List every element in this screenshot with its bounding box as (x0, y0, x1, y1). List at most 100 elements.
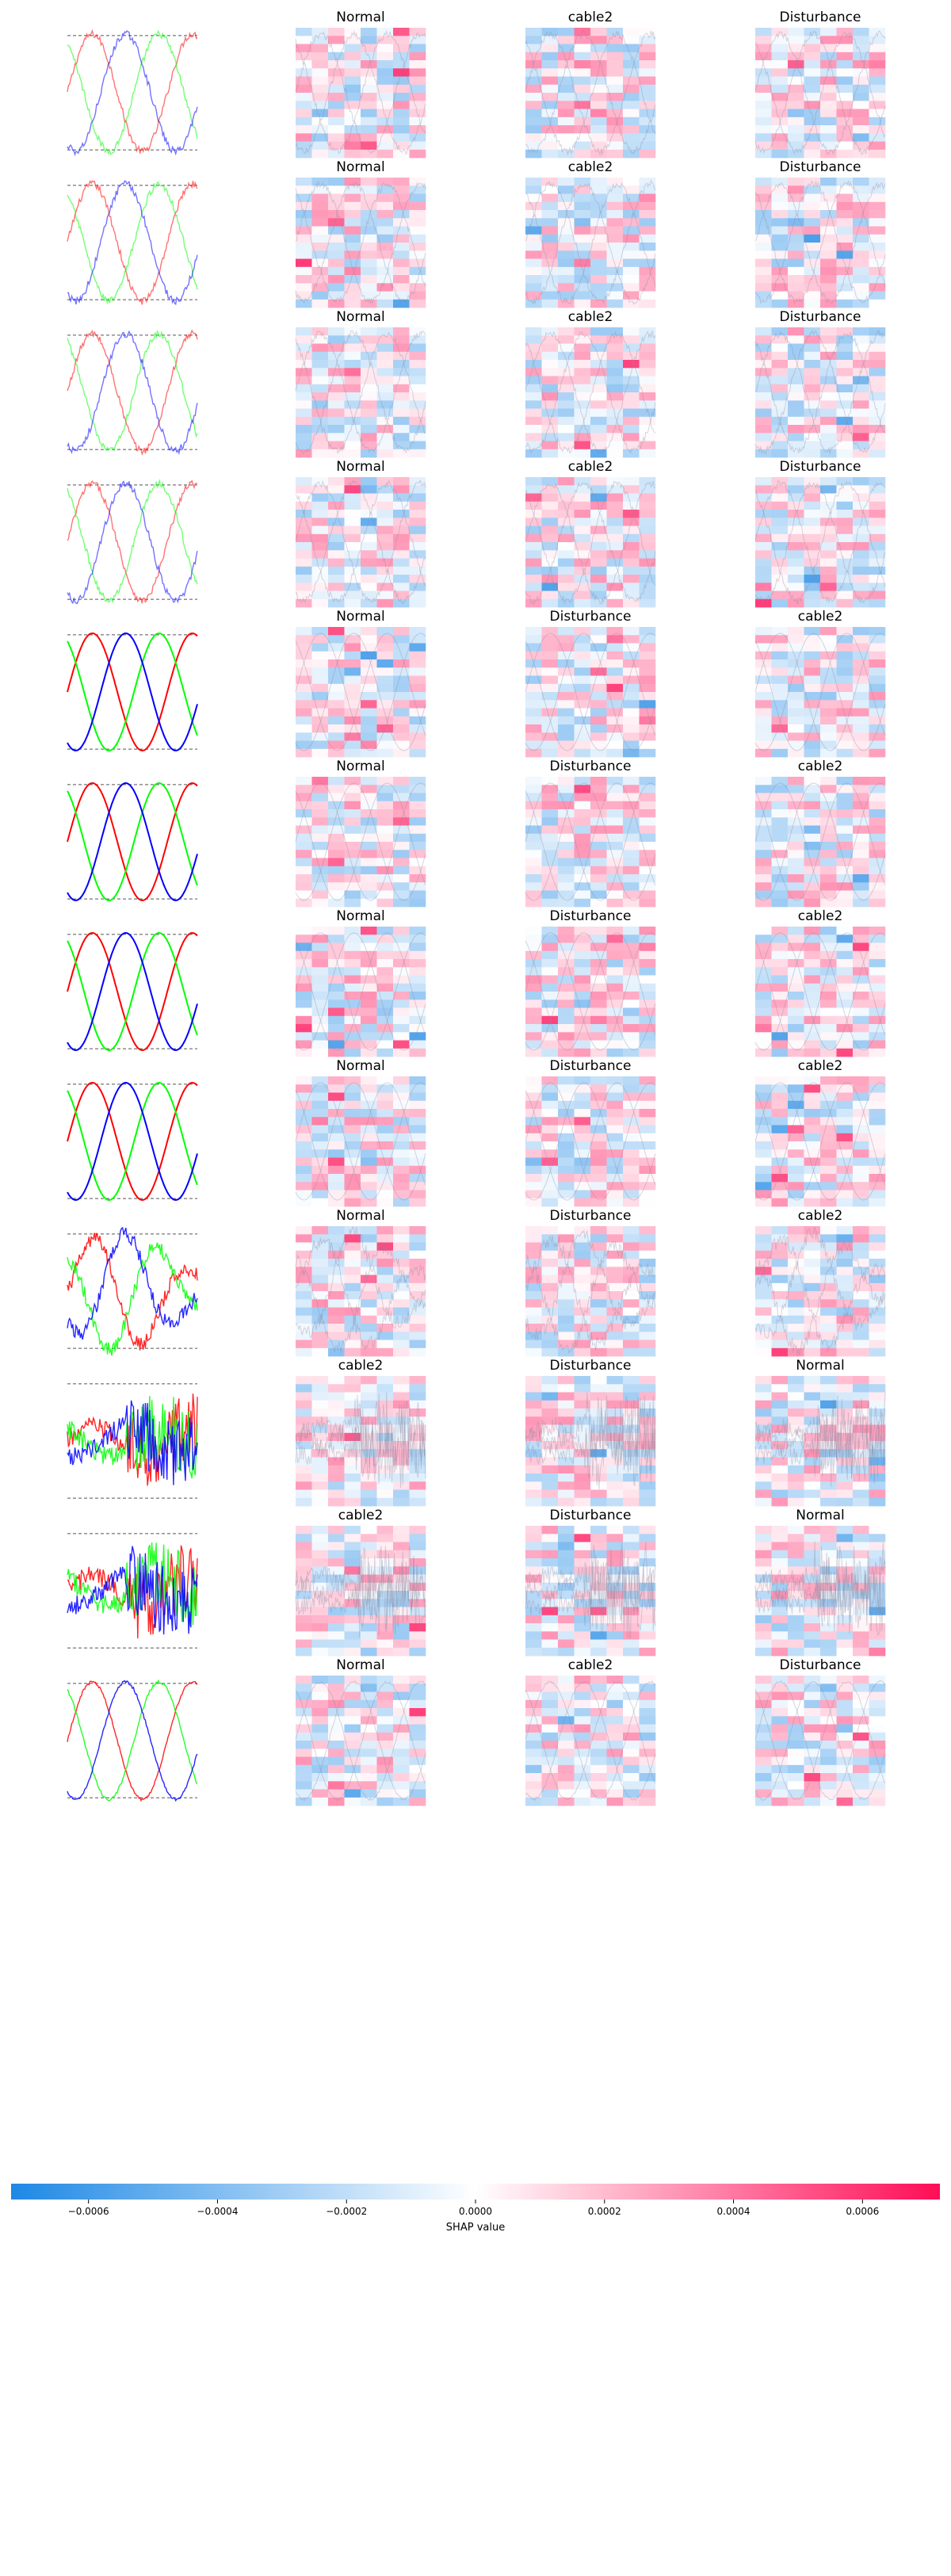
shap-cell (606, 1416, 624, 1425)
shap-cell (853, 1307, 869, 1317)
shap-cell (311, 283, 329, 292)
shap-cell (393, 1676, 410, 1684)
shap-cell (574, 327, 591, 336)
shap-cell (376, 501, 394, 510)
shap-cell (820, 1299, 837, 1308)
shap-cell (525, 275, 542, 284)
shap-cell (804, 533, 821, 543)
shap-cell (525, 433, 542, 441)
shap-cell (788, 801, 804, 810)
shap-cell (376, 408, 394, 418)
shap-cell (869, 1732, 886, 1741)
shap-cell (804, 1040, 821, 1049)
shap-cell (623, 1182, 640, 1191)
shap-cell (409, 1307, 426, 1317)
shap-cell (311, 842, 329, 850)
shap-cell (541, 927, 559, 935)
shap-cell (804, 299, 821, 308)
shap-cell (853, 732, 869, 741)
shap-cell (409, 748, 426, 758)
shap-cell (376, 708, 394, 717)
shap-cell (541, 842, 559, 850)
shap-cell (820, 1376, 837, 1385)
shap-cell (820, 44, 837, 53)
shap-cell (344, 485, 361, 494)
shap-cell (639, 1315, 656, 1324)
shap-cell (328, 1691, 345, 1701)
shap-cell (836, 959, 854, 968)
shap-cell (853, 874, 869, 883)
signal-panel (67, 29, 198, 157)
shap-cell (376, 1599, 394, 1607)
shap-cell (836, 501, 854, 510)
shap-cell (836, 950, 854, 960)
shap-cell (311, 1109, 329, 1118)
shap-cell (820, 141, 837, 151)
shap-cell (590, 992, 607, 1000)
shap-cell (606, 193, 624, 203)
shap-cell (755, 234, 772, 243)
signal-panel (67, 180, 198, 306)
shap-cell (771, 76, 789, 86)
signal-overlay (295, 1394, 426, 1489)
shap-cell (574, 1149, 591, 1158)
shap-panel: Disturbance (525, 759, 656, 908)
shap-cell (788, 1526, 804, 1535)
shap-cell (344, 1250, 361, 1259)
shap-cell (788, 1315, 804, 1324)
shap-cell (296, 1084, 312, 1093)
shap-cell (311, 740, 329, 750)
shap-cell (869, 275, 886, 284)
shap-cell (639, 1125, 656, 1134)
shap-cell (788, 1125, 804, 1134)
shap-cell (755, 817, 772, 826)
shap-cell (409, 1716, 426, 1725)
shap-cell (574, 1708, 591, 1717)
shap-cell (344, 817, 361, 826)
shap-cell (344, 141, 361, 151)
shap-cell (296, 1424, 312, 1434)
shap-cell (836, 598, 854, 608)
shap-cell (328, 425, 345, 434)
shap-cell (755, 1558, 772, 1567)
shap-cell (409, 550, 426, 559)
shap-cell (541, 218, 559, 227)
shap-cell (623, 243, 640, 251)
shap-cell (836, 732, 854, 741)
shap-cell (804, 825, 821, 835)
shap-cell (525, 558, 542, 568)
shap-cell (311, 1141, 329, 1150)
shap-cell (836, 52, 854, 61)
shap-cell (361, 858, 377, 867)
shap-cell (639, 724, 656, 733)
shap-cell (755, 801, 772, 810)
shap-cell (525, 351, 542, 361)
shap-cell (820, 724, 837, 733)
shap-cell (590, 1141, 607, 1150)
shap-cell (820, 299, 837, 308)
shap-cell (574, 635, 591, 644)
shap-cell (541, 68, 559, 77)
shap-cell (788, 590, 804, 600)
shap-cell (525, 1299, 542, 1308)
shap-cell (525, 368, 542, 376)
shap-cell (409, 449, 426, 458)
shap-cell (788, 1699, 804, 1709)
shap-cell (525, 817, 542, 826)
shap-cell (820, 566, 837, 575)
shap-cell (541, 335, 559, 344)
signal-overlay (754, 932, 886, 1051)
shap-cell (574, 874, 591, 883)
shap-cell (376, 1732, 394, 1741)
shap-cell (590, 68, 607, 77)
shap-cell (623, 1773, 640, 1782)
shap-cell (804, 343, 821, 353)
shap-cell (344, 1457, 361, 1466)
shap-cell (869, 1716, 886, 1725)
shap-cell (296, 1226, 312, 1235)
shap-cell (409, 84, 426, 94)
shap-cell (788, 1599, 804, 1607)
shap-cell (525, 485, 542, 494)
shap-cell (836, 1797, 854, 1806)
signal-trace (67, 1242, 198, 1356)
